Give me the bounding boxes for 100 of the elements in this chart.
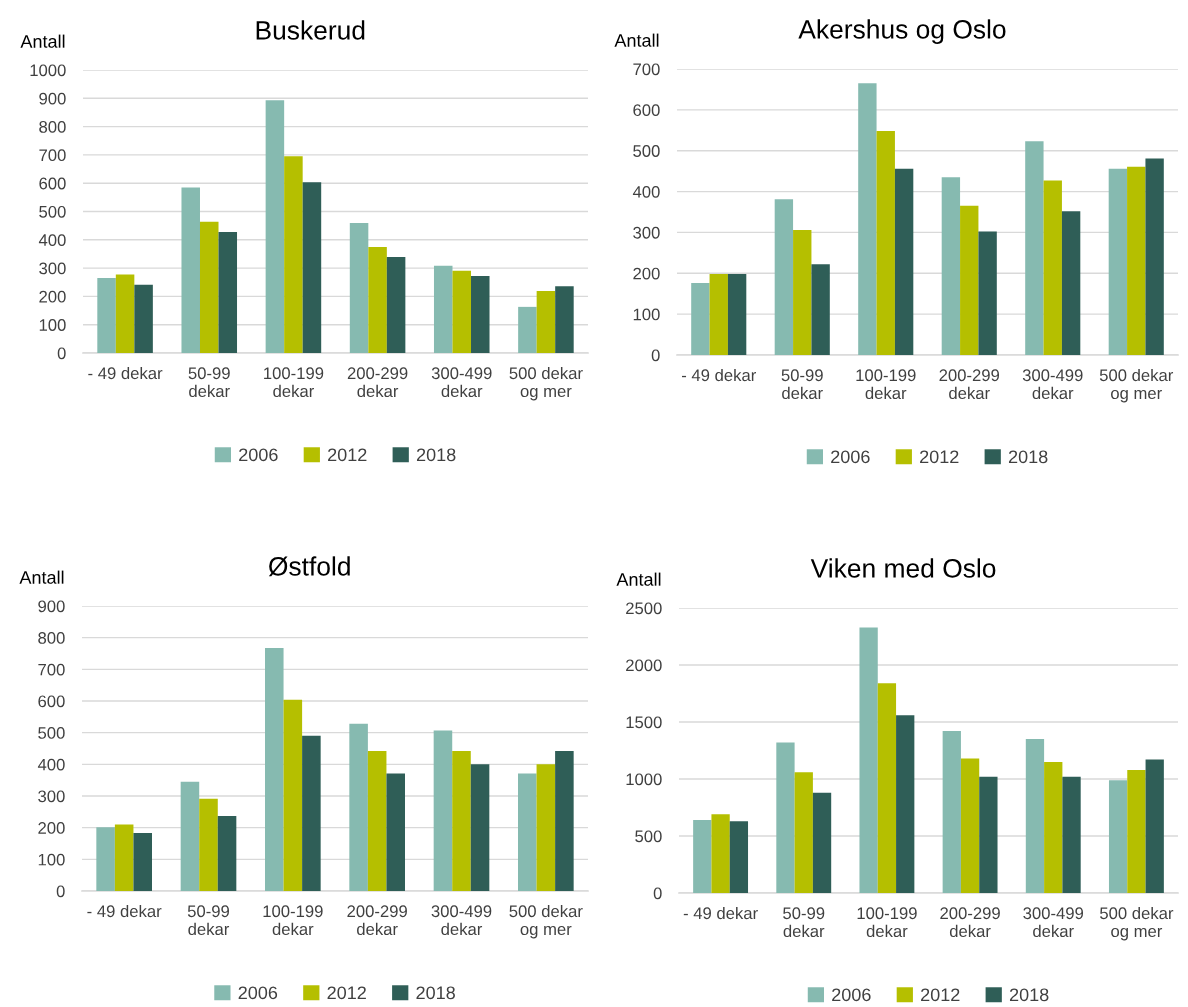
bar — [1062, 776, 1081, 893]
y-tick-label: 700 — [39, 149, 66, 162]
y-tick-label: 400 — [37, 758, 65, 771]
bar — [386, 773, 405, 891]
bar — [1145, 158, 1164, 355]
bar — [180, 781, 200, 891]
y-tick-label: 300 — [633, 226, 660, 239]
x-tick-label: - 49 dekar — [88, 366, 163, 380]
bar — [283, 699, 303, 891]
bar — [729, 821, 749, 893]
y-tick-label: 200 — [38, 822, 65, 834]
bar — [349, 223, 369, 353]
bar — [978, 231, 997, 355]
bar — [960, 758, 980, 893]
bar — [693, 820, 712, 893]
bar — [858, 83, 877, 355]
legend-label: 2012 — [327, 986, 366, 1000]
chart-title: Viken med Oslo — [810, 558, 996, 578]
bar — [452, 270, 472, 353]
bar — [942, 731, 961, 893]
bar — [876, 131, 895, 355]
x-tick-label: 300-499 dekar — [1023, 907, 1084, 938]
bar — [218, 231, 238, 353]
bar — [302, 735, 321, 891]
bar — [217, 815, 237, 891]
x-tick-label: 50-99 dekar — [188, 367, 230, 398]
bar — [1061, 211, 1081, 355]
y-tick-label: 1500 — [626, 716, 662, 729]
bar — [1025, 141, 1044, 355]
bar — [302, 182, 322, 353]
bar — [1127, 769, 1146, 893]
bar — [1043, 180, 1062, 355]
legend-label: 2018 — [416, 448, 456, 462]
bar — [265, 100, 285, 353]
x-tick-label: 300-499 dekar — [431, 367, 492, 398]
bar — [536, 764, 556, 891]
x-tick-label: 300-499 dekar — [1022, 369, 1083, 400]
y-tick-label: 0 — [651, 349, 660, 362]
bar — [941, 177, 961, 355]
x-tick-label: 100-199 dekar — [264, 367, 324, 398]
x-tick-label: - 49 dekar — [683, 906, 758, 920]
bar — [811, 264, 830, 355]
bar — [979, 776, 998, 893]
x-tick-label: 200-299 dekar — [347, 367, 408, 398]
bar — [555, 751, 574, 891]
x-tick-label: - 49 dekar — [87, 904, 162, 918]
y-tick-label: 500 — [39, 205, 66, 218]
bar — [114, 824, 134, 891]
y-tick-label: 900 — [39, 92, 66, 105]
y-tick-label: 600 — [633, 104, 660, 117]
y-tick-label: 700 — [633, 63, 660, 76]
y-tick-label: 0 — [56, 885, 65, 898]
x-tick-label: 50-99 dekar — [187, 905, 230, 936]
legend-label: 2006 — [239, 448, 278, 462]
y-axis-title: Antall — [616, 572, 661, 586]
bar — [859, 627, 878, 893]
y-tick-label: 900 — [38, 600, 65, 613]
x-tick-label: 100-199 dekar — [263, 905, 323, 936]
bar — [386, 257, 406, 353]
legend-label: 2012 — [920, 450, 959, 464]
bar — [368, 246, 387, 353]
legend-label: 2018 — [1008, 450, 1048, 464]
y-tick-label: 800 — [38, 632, 65, 644]
bar — [470, 764, 490, 891]
legend-label: 2018 — [1009, 988, 1049, 1002]
x-tick-label: 500 dekar og mer — [1100, 906, 1174, 941]
bar — [894, 168, 914, 355]
y-tick-label: 400 — [632, 185, 660, 198]
x-tick-label: 200-299 dekar — [940, 907, 1000, 938]
y-tick-label: 600 — [39, 177, 66, 190]
y-tick-label: 0 — [653, 887, 662, 900]
y-tick-label: 1000 — [30, 64, 66, 77]
x-tick-label: 50-99 dekar — [781, 369, 823, 400]
y-tick-label: 600 — [38, 695, 65, 708]
bar — [96, 827, 115, 891]
bar — [1108, 168, 1128, 355]
bar — [349, 723, 368, 891]
y-tick-label: 800 — [39, 121, 66, 133]
y-tick-label: 200 — [633, 267, 660, 280]
bar — [518, 306, 537, 353]
bar — [960, 205, 979, 355]
bar — [284, 156, 303, 353]
x-tick-label: 200-299 dekar — [939, 369, 1000, 400]
legend-label: 2006 — [238, 986, 278, 1000]
bar — [793, 229, 812, 355]
y-tick-label: 500 — [635, 830, 662, 843]
bar — [1108, 780, 1128, 893]
y-axis-title: Antall — [614, 33, 659, 47]
bar — [555, 286, 574, 353]
legend-label: 2012 — [328, 448, 367, 462]
bar — [709, 274, 728, 355]
bar — [1025, 739, 1045, 893]
y-axis-title: Antall — [19, 570, 64, 584]
bar — [877, 683, 897, 893]
bar — [711, 814, 730, 893]
x-tick-label: 100-199 dekar — [856, 369, 916, 400]
y-tick-label: 500 — [38, 727, 65, 739]
x-tick-label: - 49 dekar — [681, 368, 756, 382]
y-tick-label: 700 — [38, 663, 65, 676]
bar — [115, 274, 135, 353]
